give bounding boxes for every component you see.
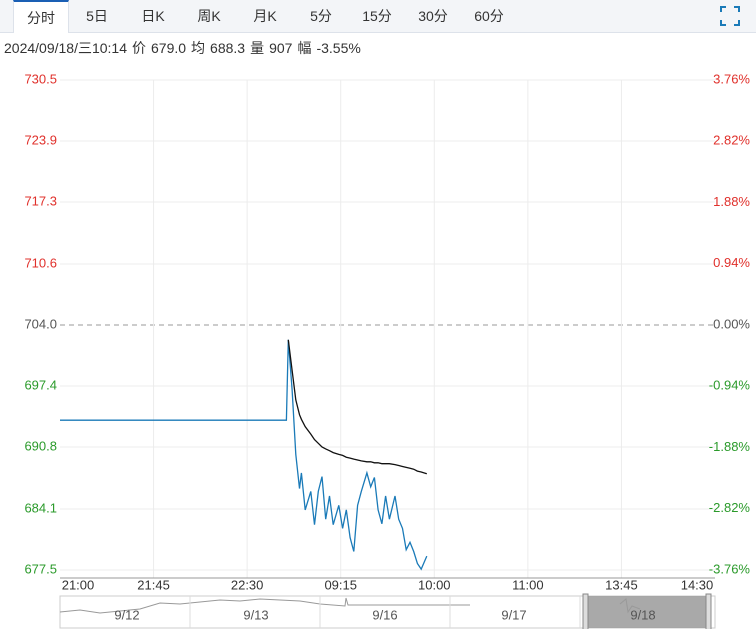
- y2-tick-label: -0.94%: [709, 378, 751, 393]
- tab[interactable]: 60分: [474, 8, 504, 24]
- value: -3.55%: [316, 40, 361, 56]
- nav-date: 9/17: [501, 607, 526, 622]
- y-tick-label: 677.5: [24, 561, 57, 576]
- y2-tick-label: 3.76%: [713, 71, 750, 86]
- y-tick-label: 730.5: [24, 71, 57, 86]
- x-tick-label: 09:15: [324, 577, 357, 592]
- x-tick-label: 21:45: [137, 577, 170, 592]
- y-tick-label: 697.4: [24, 377, 57, 392]
- y2-tick-label: -3.76%: [709, 561, 751, 576]
- navigator: 9/12 9/13 9/16 9/17 9/18: [59, 593, 716, 629]
- tab[interactable]: 5分: [310, 8, 332, 24]
- nav-date: 9/13: [243, 607, 268, 622]
- y-tick-label: 684.1: [24, 500, 57, 515]
- datetime: 2024/09/18/三10:14: [4, 40, 127, 56]
- y-tick-label: 723.9: [24, 132, 57, 147]
- x-tick-label: 22:30: [231, 577, 264, 592]
- y-tick-label: 704.0: [24, 316, 57, 331]
- y2-tick-label: 0.94%: [713, 255, 750, 270]
- y2-tick-label: 1.88%: [713, 194, 750, 209]
- tab[interactable]: 日K: [141, 8, 165, 24]
- tab[interactable]: 周K: [197, 8, 221, 24]
- price-line: [287, 339, 427, 475]
- x-tick-label: 14:30: [681, 577, 714, 592]
- y-tick-label: 710.6: [24, 255, 57, 270]
- x-tick-label: 10:00: [418, 577, 451, 592]
- y2-tick-label: 0.00%: [713, 316, 750, 331]
- price-line: [60, 339, 428, 571]
- y-tick-label: 690.8: [24, 438, 57, 453]
- x-tick-label: 11:00: [512, 577, 544, 592]
- nav-date: 9/18: [630, 607, 655, 622]
- tab[interactable]: 分时: [13, 0, 69, 33]
- value: 907: [269, 40, 293, 56]
- value: 688.3: [210, 40, 246, 56]
- tab[interactable]: 30分: [418, 8, 448, 24]
- x-tick-label: 13:45: [605, 577, 638, 592]
- y2-tick-label: 2.82%: [713, 133, 750, 148]
- tab[interactable]: 月K: [253, 8, 277, 24]
- tab-bar: 分时 5日 日K 周K 月K 5分 15分 30分 60分: [0, 0, 756, 33]
- x-tick-label: 21:00: [62, 577, 95, 592]
- y2-tick-label: -1.88%: [709, 439, 751, 454]
- label: 幅: [297, 40, 312, 56]
- info-bar: 2024/09/18/三10:14 价 679.0 均 688.3 量 907 幅 -3.55%: [4, 38, 366, 58]
- label: 均: [191, 40, 206, 56]
- y2-tick-label: -2.82%: [709, 500, 751, 515]
- fullscreen-icon[interactable]: [718, 4, 742, 28]
- y-tick-label: 717.3: [24, 193, 57, 208]
- value: 679.0: [151, 40, 187, 56]
- nav-date: 9/12: [114, 607, 139, 622]
- tab[interactable]: 5日: [86, 8, 108, 24]
- label: 价: [132, 40, 146, 56]
- tab[interactable]: 15分: [362, 8, 392, 24]
- label: 量: [250, 40, 265, 56]
- nav-date: 9/16: [372, 607, 397, 622]
